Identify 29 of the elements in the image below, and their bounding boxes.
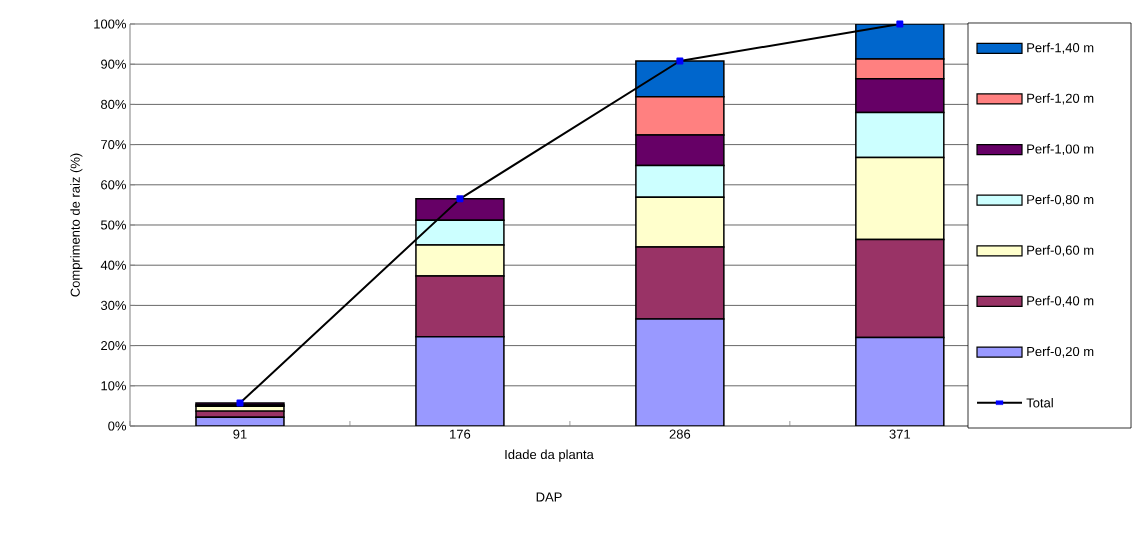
legend-label: Total: [1026, 397, 1053, 408]
legend-label: Perf-0,20 m: [1027, 346, 1094, 358]
y-tick-label: 90%: [101, 59, 127, 69]
legend-label: Perf-1,00 m: [1027, 144, 1094, 156]
legend-label: Perf-0,60 m: [1027, 245, 1094, 257]
y-tick-label: 30%: [100, 300, 127, 310]
x-tick-label: 91: [233, 429, 247, 439]
y-tick-label: 10%: [101, 381, 127, 391]
x-tick-label: 286: [669, 429, 691, 439]
x-axis-title: Idade da planta: [505, 449, 594, 462]
y-tick-label: 20%: [101, 340, 127, 351]
x-tick-label: 371: [889, 429, 911, 439]
x-tick-label: 176: [450, 429, 471, 439]
y-axis-title: Comprimento de raiz (%): [70, 153, 83, 297]
legend-label: Perf-1,20 m: [1027, 93, 1094, 105]
y-tick-label: 0%: [108, 421, 127, 431]
bar: [415, 336, 505, 426]
y-tick-label: 70%: [101, 139, 127, 150]
y-tick-label: 80%: [101, 99, 127, 109]
legend-label: Perf-0,40 m: [1027, 295, 1094, 307]
y-tick-label: 40%: [100, 260, 127, 270]
legend-label: Perf-0,80 m: [1027, 194, 1094, 206]
text: DAP: [536, 492, 562, 502]
bar: [635, 318, 725, 426]
y-tick-label: 100%: [94, 19, 127, 29]
y-tick-label: 50%: [100, 220, 127, 230]
legend-label: Perf-1,40 m: [1027, 42, 1094, 54]
bar: [855, 336, 945, 426]
y-tick-label: 60%: [101, 180, 127, 190]
